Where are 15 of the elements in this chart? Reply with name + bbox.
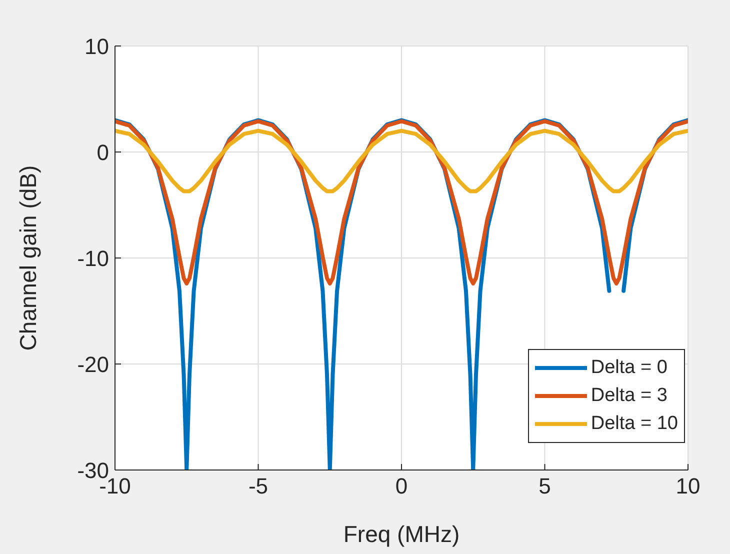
x-tick-label: 0 bbox=[395, 474, 408, 499]
y-tick-label: -20 bbox=[77, 352, 109, 377]
legend-label: Delta = 3 bbox=[590, 385, 668, 407]
legend-label: Delta = 10 bbox=[590, 413, 678, 435]
y-axis-title: Channel gain (dB) bbox=[15, 165, 42, 351]
x-tick-label: -5 bbox=[248, 474, 268, 499]
x-tick-label: 5 bbox=[538, 474, 551, 499]
line-series bbox=[115, 128, 688, 194]
x-tick-label: 10 bbox=[676, 474, 700, 499]
y-tick-label: 0 bbox=[96, 140, 109, 165]
x-axis-title: Freq (MHz) bbox=[343, 521, 460, 547]
legend-label: Delta = 0 bbox=[590, 357, 668, 379]
y-tick-label: 10 bbox=[84, 34, 109, 59]
line-series bbox=[115, 119, 688, 286]
y-tick-label: -10 bbox=[77, 246, 109, 271]
